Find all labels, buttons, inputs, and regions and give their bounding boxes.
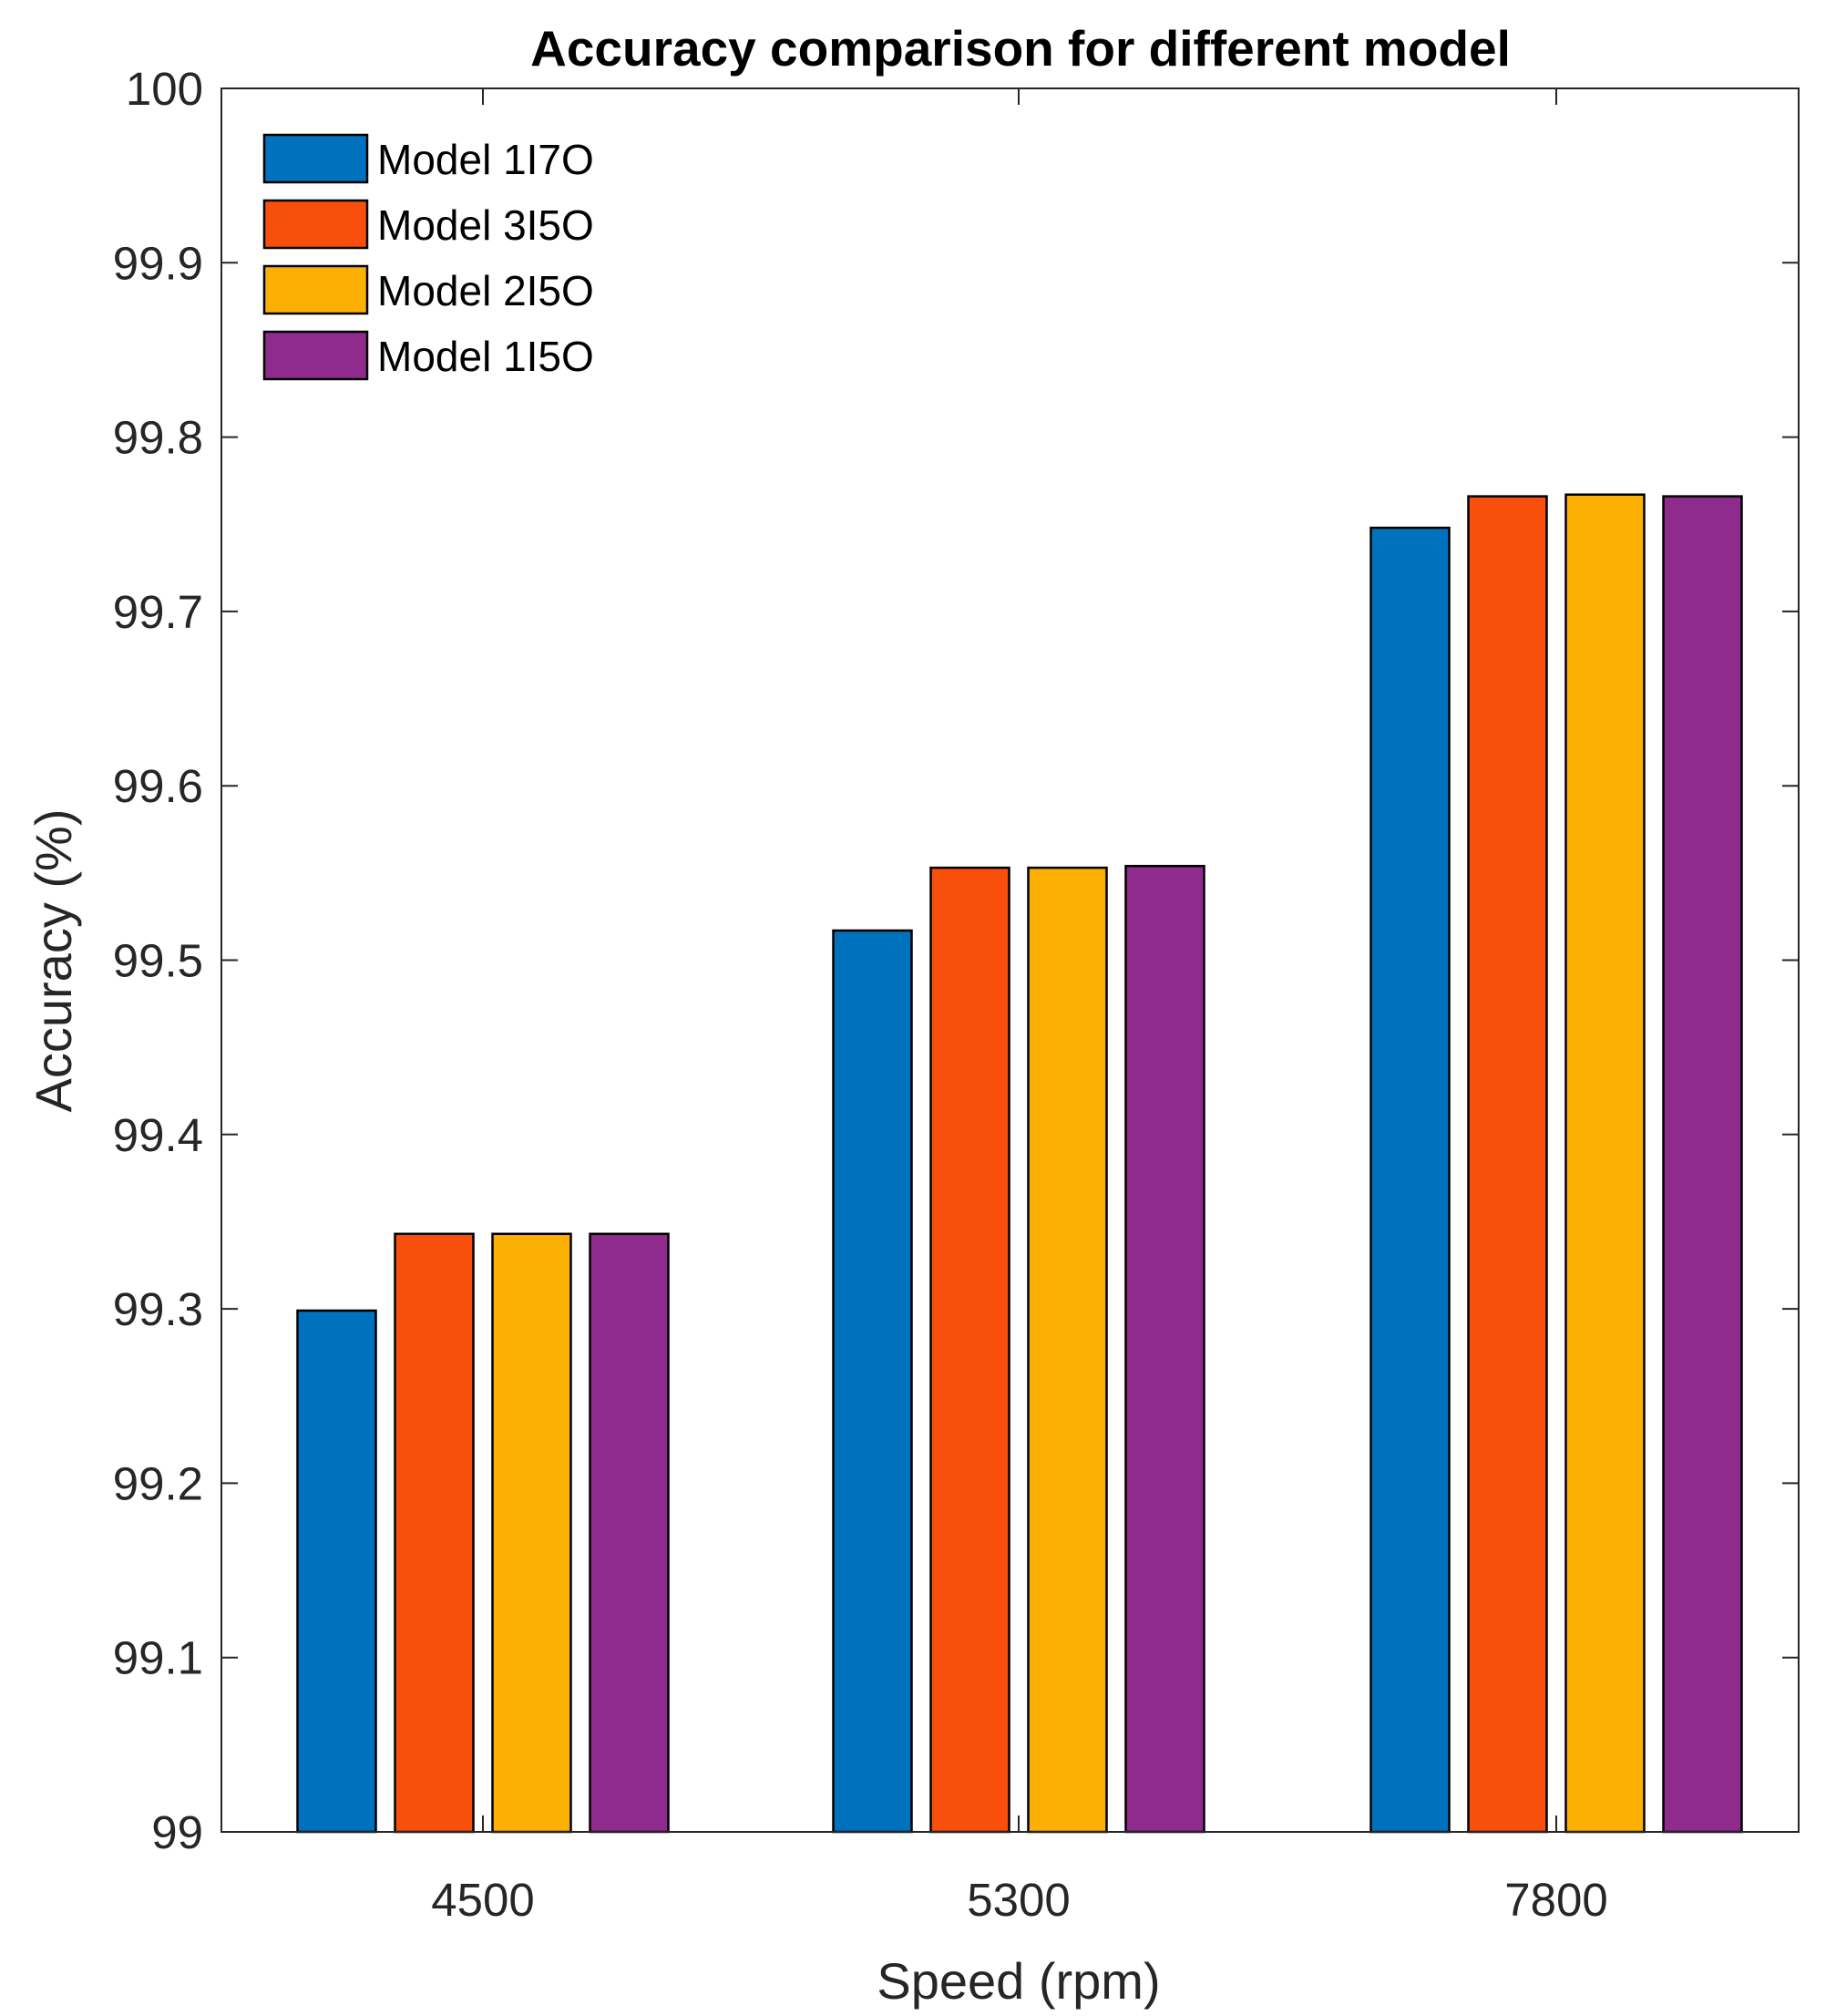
bar-4500-series-4 bbox=[589, 1232, 670, 1834]
legend-label-2: Model 3I5O bbox=[377, 201, 594, 249]
x-tick-label: 5300 bbox=[967, 1874, 1070, 1926]
bar-5300-series-3 bbox=[1027, 866, 1108, 1834]
legend-label-3: Model 2I5O bbox=[377, 267, 594, 314]
y-axis: 99 99.1 99.2 99.3 99.4 99.5 99.6 99.7 99.8 99.9 10… bbox=[113, 63, 1799, 1858]
y-axis-title: Accuracy (%) bbox=[25, 809, 82, 1113]
bar-4500-series-2 bbox=[394, 1232, 475, 1834]
bar-7800-series-4 bbox=[1662, 495, 1743, 1834]
y-tick-label: 99.8 bbox=[113, 412, 203, 464]
x-tick-label: 7800 bbox=[1504, 1874, 1607, 1926]
y-tick-label: 100 bbox=[126, 63, 203, 115]
y-tick-label: 99.4 bbox=[113, 1109, 203, 1161]
y-tick-label: 99.3 bbox=[113, 1283, 203, 1335]
x-axis-title: Speed (rpm) bbox=[877, 1952, 1160, 2010]
bar-5300-series-2 bbox=[929, 866, 1010, 1834]
bar-4500-series-3 bbox=[491, 1232, 572, 1834]
y-tick-label: 99.1 bbox=[113, 1632, 203, 1684]
chart-title: Accuracy comparison for different model bbox=[530, 20, 1511, 77]
legend-swatch-3 bbox=[262, 264, 369, 315]
y-tick-label: 99.9 bbox=[113, 237, 203, 289]
y-tick-label: 99.7 bbox=[113, 586, 203, 638]
y-tick-label: 99.5 bbox=[113, 935, 203, 987]
y-tick-label: 99 bbox=[151, 1806, 203, 1858]
legend-swatch-1 bbox=[262, 133, 369, 184]
y-tick-label: 99.6 bbox=[113, 760, 203, 812]
bar-7800-series-1 bbox=[1369, 526, 1451, 1834]
x-tick-label: 4500 bbox=[431, 1874, 534, 1926]
bar-5300-series-4 bbox=[1124, 864, 1205, 1834]
bar-7800-series-2 bbox=[1467, 495, 1548, 1834]
bar-5300-series-1 bbox=[832, 929, 913, 1834]
bars-layer bbox=[296, 493, 1743, 1834]
x-axis: 4500 5300 7800 bbox=[431, 88, 1608, 1926]
legend-swatch-4 bbox=[262, 330, 369, 381]
bar-4500-series-1 bbox=[296, 1309, 377, 1834]
legend: Model 1I7O Model 3I5O Model 2I5O Model 1I5O bbox=[262, 133, 594, 381]
bar-7800-series-3 bbox=[1564, 493, 1646, 1834]
legend-swatch-2 bbox=[262, 199, 369, 250]
legend-label-1: Model 1I7O bbox=[377, 136, 594, 183]
legend-label-4: Model 1I5O bbox=[377, 333, 594, 380]
y-tick-label: 99.2 bbox=[113, 1457, 203, 1509]
